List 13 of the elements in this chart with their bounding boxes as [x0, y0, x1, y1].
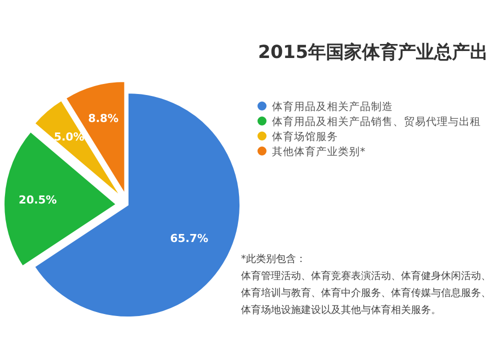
legend-label: 体育用品及相关产品销售、贸易代理与出租	[272, 115, 481, 128]
text: 体育培训与教育、体育中介服务、体育传媒与信息服务、	[241, 287, 491, 299]
legend-label: 其他体育产业类别*	[272, 145, 366, 158]
legend-label: 体育用品及相关产品制造	[272, 100, 393, 113]
legend-label: 体育场馆服务	[272, 130, 338, 143]
data-label: 65.7%	[170, 232, 208, 245]
text: 体育管理活动、体育竞赛表演活动、体育健身休闲活动、	[241, 270, 491, 282]
data-label: 5.0%	[54, 130, 84, 144]
text: 体育场地设施建设以及其他与体育相关服务。	[241, 304, 441, 316]
chart-title: 2015年国家体育产业总产出	[258, 41, 488, 63]
text: *此类别包含：	[241, 253, 306, 265]
data-label: 8.8%	[88, 112, 119, 126]
data-label: 20.5%	[18, 194, 57, 207]
